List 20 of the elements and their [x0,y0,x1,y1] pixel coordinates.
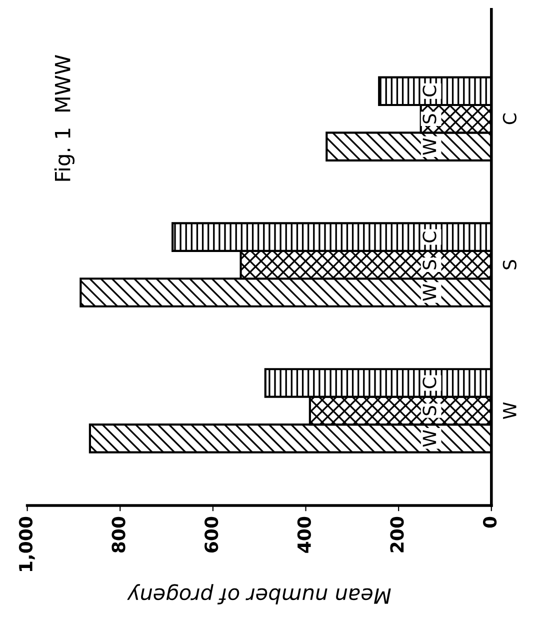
y-tick-label: C [502,114,516,124]
series-label: C [422,232,436,242]
series-label: S [422,114,436,124]
text: W [422,138,436,155]
x-tick-label: 0 [482,516,497,528]
text: C [422,378,436,388]
x-tick-label: 800 [112,516,126,553]
text: W [422,284,436,301]
text: S [422,406,436,416]
x-tick-label: 1,000 [18,516,35,572]
text: C [422,86,436,96]
x-tick-label: 400 [297,516,311,553]
y-tick-label: W [503,402,516,420]
x-axis-title: Mean number of progeny [127,584,391,604]
text: S [422,260,436,270]
series-label: W [422,430,436,447]
x-tick-label: 200 [390,516,404,552]
y-tick-label: S [502,260,516,270]
text: Fig. 1 MWW [54,55,75,181]
x-tick-label: 600 [204,516,218,553]
